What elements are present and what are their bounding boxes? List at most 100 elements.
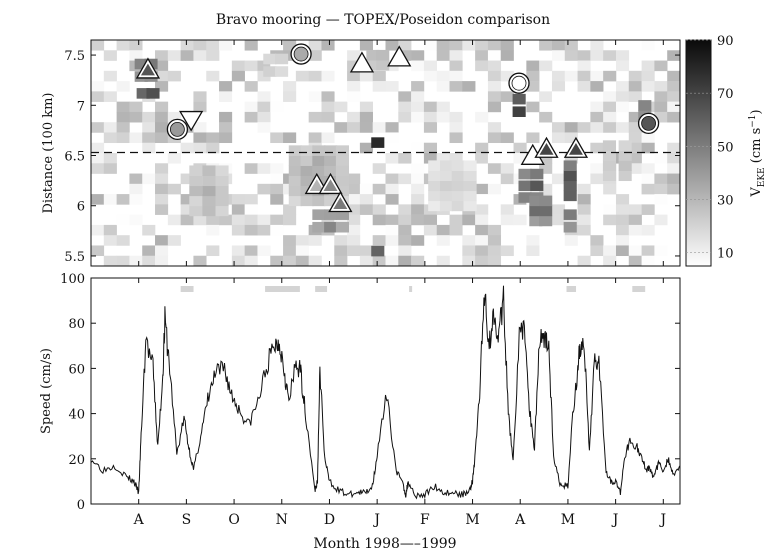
heatmap-cell: [564, 235, 578, 246]
heatmap-cell: [219, 81, 233, 92]
heatmap-cell: [270, 183, 284, 195]
circle-marker: [641, 115, 656, 131]
heatmap-cell: [641, 204, 655, 215]
heatmap-cell: [628, 255, 642, 267]
heatmap-cell: [590, 40, 604, 51]
heatmap-cell: [512, 93, 526, 105]
heatmap-cell: [602, 150, 617, 161]
heatmap-cell: [577, 60, 591, 72]
heatmap-cell: [436, 81, 450, 92]
heatmap-cell: [129, 132, 143, 144]
heatmap-cell: [324, 195, 338, 207]
heatmap-cell: [275, 66, 289, 77]
heatmap-cell: [487, 40, 502, 51]
heatmap-cell: [551, 50, 566, 61]
heatmap-cell: [411, 194, 425, 205]
heatmap-cell: [615, 245, 630, 257]
heatmap-cell: [530, 168, 544, 180]
heatmap-cell: [462, 81, 476, 92]
heatmap-cell: [202, 195, 216, 207]
heatmap-cell: [385, 224, 399, 236]
heatmap-cell: [667, 173, 681, 185]
heatmap-cell: [518, 192, 532, 203]
heatmap-cell: [667, 153, 681, 164]
heatmap-cell: [324, 155, 338, 166]
heatmap-cell: [628, 132, 642, 144]
heatmap-cell: [359, 204, 373, 215]
heatmap-cell: [372, 122, 386, 133]
heatmap-cell: [654, 153, 668, 164]
heatmap-cell: [628, 224, 642, 236]
heatmap-cell: [206, 132, 220, 144]
heatmap-cell: [518, 168, 532, 180]
speed-y-tick-label: 40: [68, 408, 85, 423]
heatmap-cell: [103, 163, 117, 174]
heatmap-cell: [451, 180, 465, 192]
heatmap-cell: [577, 194, 591, 205]
heatmap-cell: [449, 40, 463, 51]
heatmap-cell: [359, 183, 373, 195]
heatmap-cell: [116, 40, 130, 51]
heatmap-cell: [428, 160, 442, 171]
heatmap-cell: [654, 101, 668, 113]
heatmap-cell: [500, 50, 514, 61]
heatmap-cell: [451, 170, 465, 182]
heatmap-cell: [91, 224, 105, 236]
heatmap-cell: [359, 40, 373, 51]
heatmap-cell: [436, 255, 450, 267]
heatmap-cell: [451, 200, 465, 212]
heatmap-cell: [475, 111, 489, 123]
heatmap-cell: [654, 194, 668, 205]
heatmap-cell: [641, 183, 655, 195]
heatmap-cell: [270, 224, 284, 236]
heatmap-cell: [411, 60, 425, 72]
heatmap-cell: [347, 224, 361, 236]
heatmap-cell: [189, 195, 203, 207]
heatmap-cell: [539, 163, 553, 174]
heatmap-cell: [500, 173, 514, 185]
speed-x-label: Month 1998—–1999: [313, 536, 456, 552]
heatmap-cell: [347, 111, 361, 123]
heatmap-cell: [347, 173, 361, 185]
heatmap-cell: [129, 183, 143, 195]
heatmap-cell: [244, 163, 258, 174]
heatmap-cell: [155, 183, 169, 195]
heatmap-cell: [257, 122, 271, 133]
heatmap-cell: [436, 40, 450, 51]
heatmap-cell: [423, 142, 438, 154]
heatmap-cell: [564, 50, 578, 61]
heatmap-cell: [398, 214, 412, 226]
heatmap-cell: [103, 235, 117, 246]
heatmap-cell: [372, 235, 386, 246]
heatmap-cell: [129, 194, 143, 205]
heatmap-cell: [202, 205, 216, 217]
heatmap-cell: [526, 70, 540, 82]
heatmap-cell: [439, 200, 454, 212]
heatmap-cell: [615, 50, 630, 61]
heatmap-cell: [231, 70, 245, 82]
heatmap-cell: [449, 214, 463, 226]
heatmap-cell: [667, 81, 681, 92]
heatmap-cell: [628, 122, 642, 133]
heatmap-cell: [155, 60, 169, 72]
heatmap-cell: [347, 245, 361, 257]
heatmap-cell: [244, 40, 258, 51]
heatmap-cell: [155, 163, 169, 174]
heatmap-x-ticks: [138, 40, 664, 266]
colorbar: 10 30 50 70 90 VEKE (cm s−1): [685, 34, 767, 267]
heatmap-cell: [116, 81, 130, 92]
heatmap-cell: [436, 153, 450, 164]
heatmap-cell: [449, 153, 463, 164]
heatmap-cell: [615, 60, 630, 72]
heatmap-cell: [324, 209, 338, 220]
heatmap-cell: [577, 81, 591, 92]
heatmap-cell: [91, 194, 105, 205]
heatmap-cell: [590, 235, 604, 246]
heatmap-cell: [372, 70, 386, 82]
heatmap-cell: [500, 91, 514, 102]
heatmap-cell: [321, 40, 335, 51]
heatmap-cell: [180, 142, 194, 154]
heatmap-cell: [462, 40, 476, 51]
heatmap-cell: [641, 173, 655, 185]
